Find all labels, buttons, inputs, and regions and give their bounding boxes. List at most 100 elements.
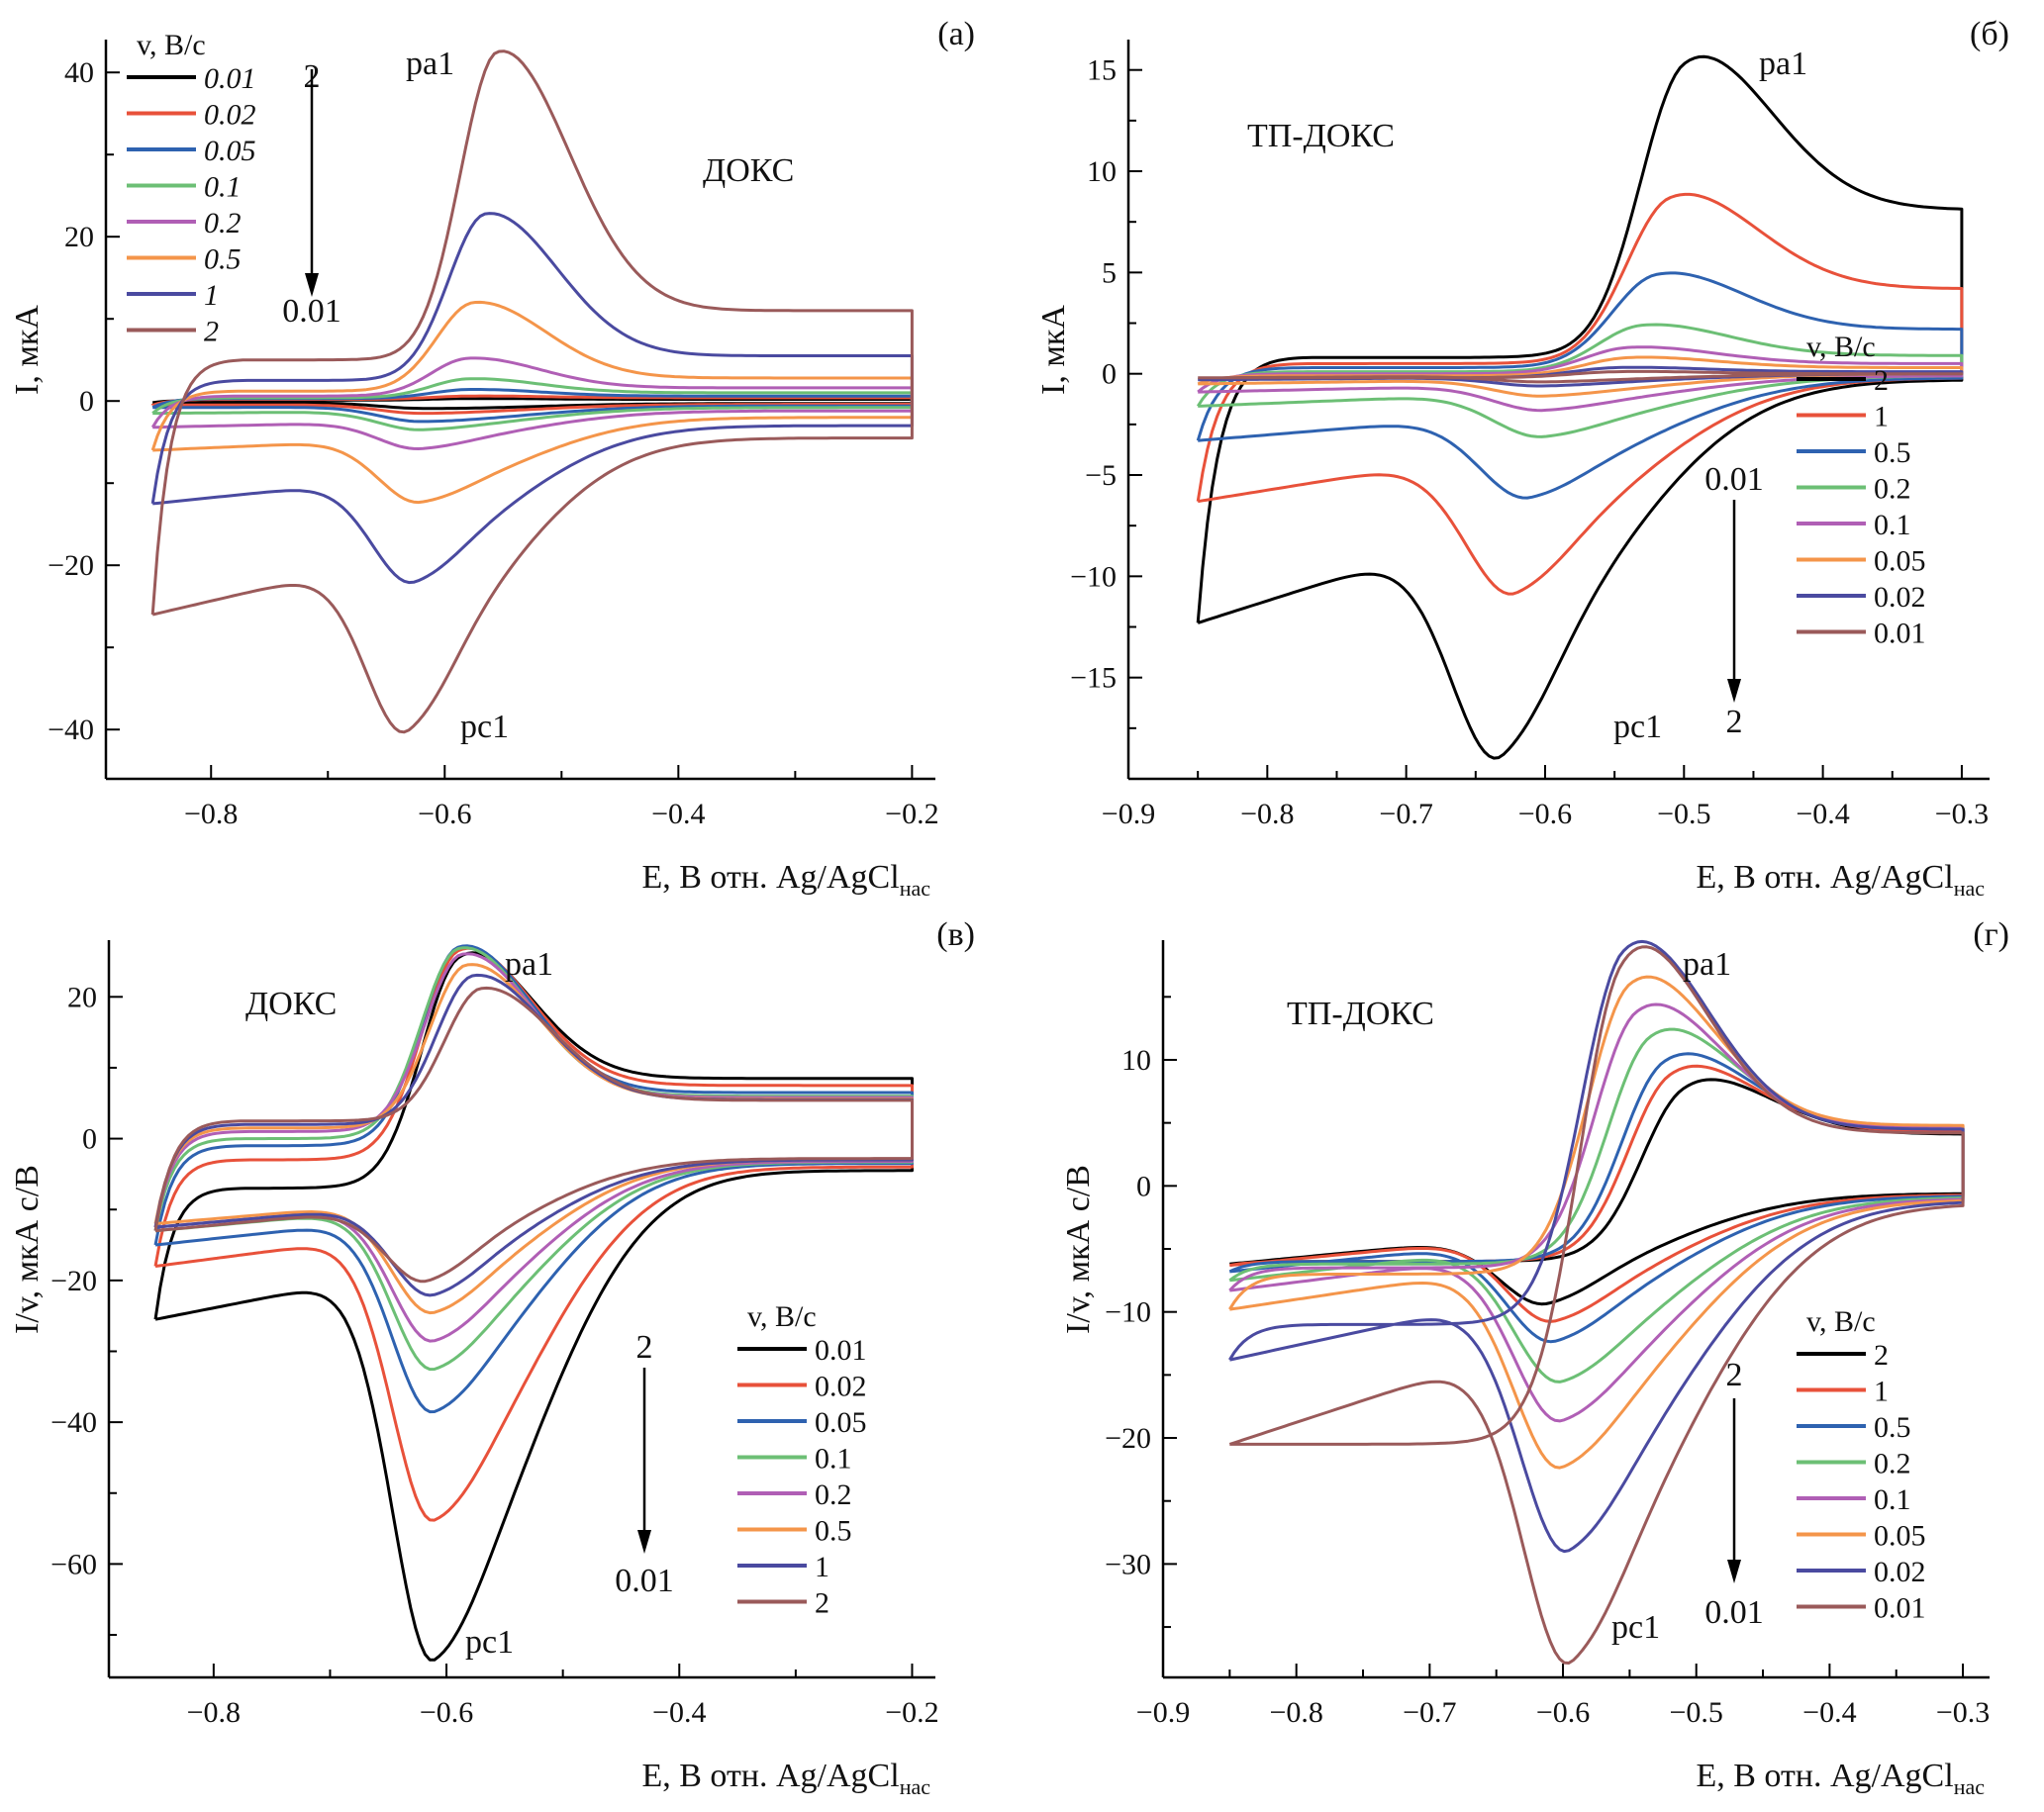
x-tick-label: −0.7 [1379, 798, 1432, 830]
legend-label: 0.5 [204, 243, 242, 276]
x-axis-title-subscript: нас [1954, 1774, 1986, 1799]
x-axis-title-text: E, В отн. Ag/AgCl [1696, 1758, 1953, 1794]
y-axis-title: I, мкА [9, 305, 46, 395]
x-tick-label: −0.6 [1536, 1696, 1590, 1729]
legend: v, В/с2 10.5 0.20.1 0.050.02 0.01 [1797, 331, 1926, 650]
y-tick-label: −5 [1085, 459, 1117, 492]
x-tick-label: −0.4 [1796, 798, 1849, 830]
peak-label-pc1: pc1 [460, 709, 509, 745]
y-tick-label: 10 [1087, 155, 1117, 188]
x-axis-title-text: E, В отн. Ag/AgCl [1696, 859, 1953, 896]
legend-title: v, В/с [1806, 331, 1876, 363]
x-axis-title-subscript: нас [900, 1774, 931, 1799]
legend-label: 0.1 [1874, 1483, 1911, 1516]
y-tick-label: −20 [50, 1265, 97, 1297]
legend-label: 0.2 [1874, 1448, 1911, 1480]
chart-panel-c: −0.8 −0.6 −0.4 −0.2 −60 −40 −20 0 20 E, В отн. Ag… [9, 916, 975, 1799]
x-tick-label: −0.8 [1240, 798, 1294, 830]
legend-label: 0.2 [204, 207, 242, 239]
legend-label: 0.02 [204, 99, 256, 132]
x-axis-title-text: E, В отн. Ag/AgCl [641, 1758, 899, 1794]
y-tick-label: −10 [1105, 1296, 1151, 1329]
series-line-0.01 [1228, 945, 1965, 1665]
x-tick-label: −0.2 [885, 798, 938, 830]
legend-label: 1 [815, 1551, 829, 1583]
x-axis-title: E, В отн. Ag/AgClнас [1696, 859, 1985, 901]
peak-label-pa1: pa1 [1759, 46, 1807, 82]
peak-label-pc1: pc1 [465, 1624, 514, 1661]
x-axis-title-subscript: нас [900, 876, 931, 901]
legend-label: 0.05 [1874, 545, 1926, 578]
y-tick-label: 0 [1136, 1170, 1151, 1202]
y-tick-label: −20 [48, 549, 94, 582]
legend-label: 2 [815, 1587, 829, 1620]
x-axis-title: E, В отн. Ag/AgClнас [641, 1758, 930, 1799]
panel-label: (в) [936, 916, 975, 953]
x-tick-label: −0.6 [418, 798, 471, 830]
x-axis-title: E, В отн. Ag/AgClнас [641, 859, 930, 901]
chart-panel-d: −0.9 −0.8 −0.7 −0.6 −0.5 −0.4 −0.3−30−20−10010… [1060, 916, 2009, 1799]
x-axis-title: E, В отн. Ag/AgClнас [1696, 1758, 1985, 1799]
x-tick-label: −0.8 [184, 798, 238, 830]
arrow-end-label: 0.01 [1704, 1594, 1764, 1631]
trend-arrow-head [305, 273, 319, 297]
y-tick-label: 0 [82, 1123, 97, 1156]
chart-panel-b: −0.9 −0.8 −0.7 −0.6 −0.5 −0.4 −0.3−15−10−50510… [1035, 16, 2009, 901]
x-tick-label: −0.9 [1136, 1696, 1190, 1729]
legend: v, В/с0.01 0.020.05 0.10.2 0.51 2 [127, 29, 256, 348]
legend-label: 0.01 [204, 62, 256, 95]
arrow-end-label: 2 [1726, 704, 1743, 740]
legend-label: 0.5 [1874, 1411, 1911, 1444]
trend-arrow-head [637, 1530, 651, 1554]
x-axis-title-subscript: нас [1954, 876, 1986, 901]
x-tick-label: −0.3 [1935, 798, 1989, 830]
legend-label: 0.1 [204, 171, 242, 204]
arrow-start-label: 0.01 [1704, 461, 1764, 498]
y-axis-title: I/v, мкА с/В [1060, 1165, 1097, 1334]
peak-label-pa1: pa1 [1683, 946, 1731, 983]
y-tick-label: 10 [1121, 1044, 1151, 1077]
y-tick-label: −10 [1070, 560, 1117, 593]
series-line-1 [153, 973, 914, 1297]
x-tick-label: −0.8 [187, 1696, 241, 1729]
legend-label: 0.5 [1874, 436, 1911, 469]
y-tick-label: −30 [1105, 1548, 1151, 1580]
y-axis-title: I, мкА [1035, 305, 1072, 395]
legend-label: 0.05 [815, 1406, 867, 1439]
peak-label-pc1: pc1 [1611, 1609, 1660, 1646]
legend-label: 0.1 [815, 1443, 852, 1476]
compound-label: ДОКС [703, 152, 794, 189]
legend-label: 2 [1874, 364, 1889, 397]
legend: v, В/с0.01 0.020.05 0.10.2 0.51 2 [737, 1300, 867, 1620]
y-axis-title: I/v, мкА с/В [9, 1165, 46, 1334]
legend-label: 0.1 [1874, 509, 1911, 541]
legend-label: 0.01 [815, 1334, 867, 1367]
series-line-0.02 [1228, 939, 1965, 1554]
y-tick-label: 15 [1087, 54, 1117, 87]
legend-label: 0.02 [1874, 581, 1926, 614]
trend-arrow-head [1727, 1560, 1741, 1583]
legend-label: 0.2 [1874, 473, 1911, 506]
y-tick-label: −60 [50, 1548, 97, 1580]
legend-title: v, В/с [1806, 1305, 1876, 1338]
legend-label: 0.5 [815, 1515, 852, 1548]
legend: v, В/с2 10.5 0.20.1 0.050.02 0.01 [1797, 1305, 1926, 1625]
legend-label: 0.02 [1874, 1556, 1926, 1588]
x-tick-label: −0.4 [652, 1696, 706, 1729]
y-tick-label: −40 [48, 714, 94, 746]
y-tick-label: 20 [67, 981, 97, 1013]
y-tick-label: 40 [64, 56, 94, 89]
legend-label: 2 [1874, 1339, 1889, 1372]
x-tick-label: −0.3 [1936, 1696, 1990, 1729]
x-tick-label: −0.9 [1102, 798, 1155, 830]
x-tick-label: −0.5 [1669, 1696, 1722, 1729]
y-tick-label: 0 [79, 385, 94, 418]
legend-label: 0.05 [204, 135, 256, 167]
arrow-end-label: 0.01 [615, 1563, 674, 1599]
y-tick-label: −15 [1070, 662, 1117, 695]
legend-label: 0.01 [1874, 1592, 1926, 1625]
y-tick-label: −20 [1105, 1422, 1151, 1455]
chart-panel-a: −0.8 −0.6 −0.4 −0.2 −40 −20 0 20 40 E, В отн. Ag/… [9, 16, 975, 901]
x-tick-label: −0.8 [1269, 1696, 1322, 1729]
